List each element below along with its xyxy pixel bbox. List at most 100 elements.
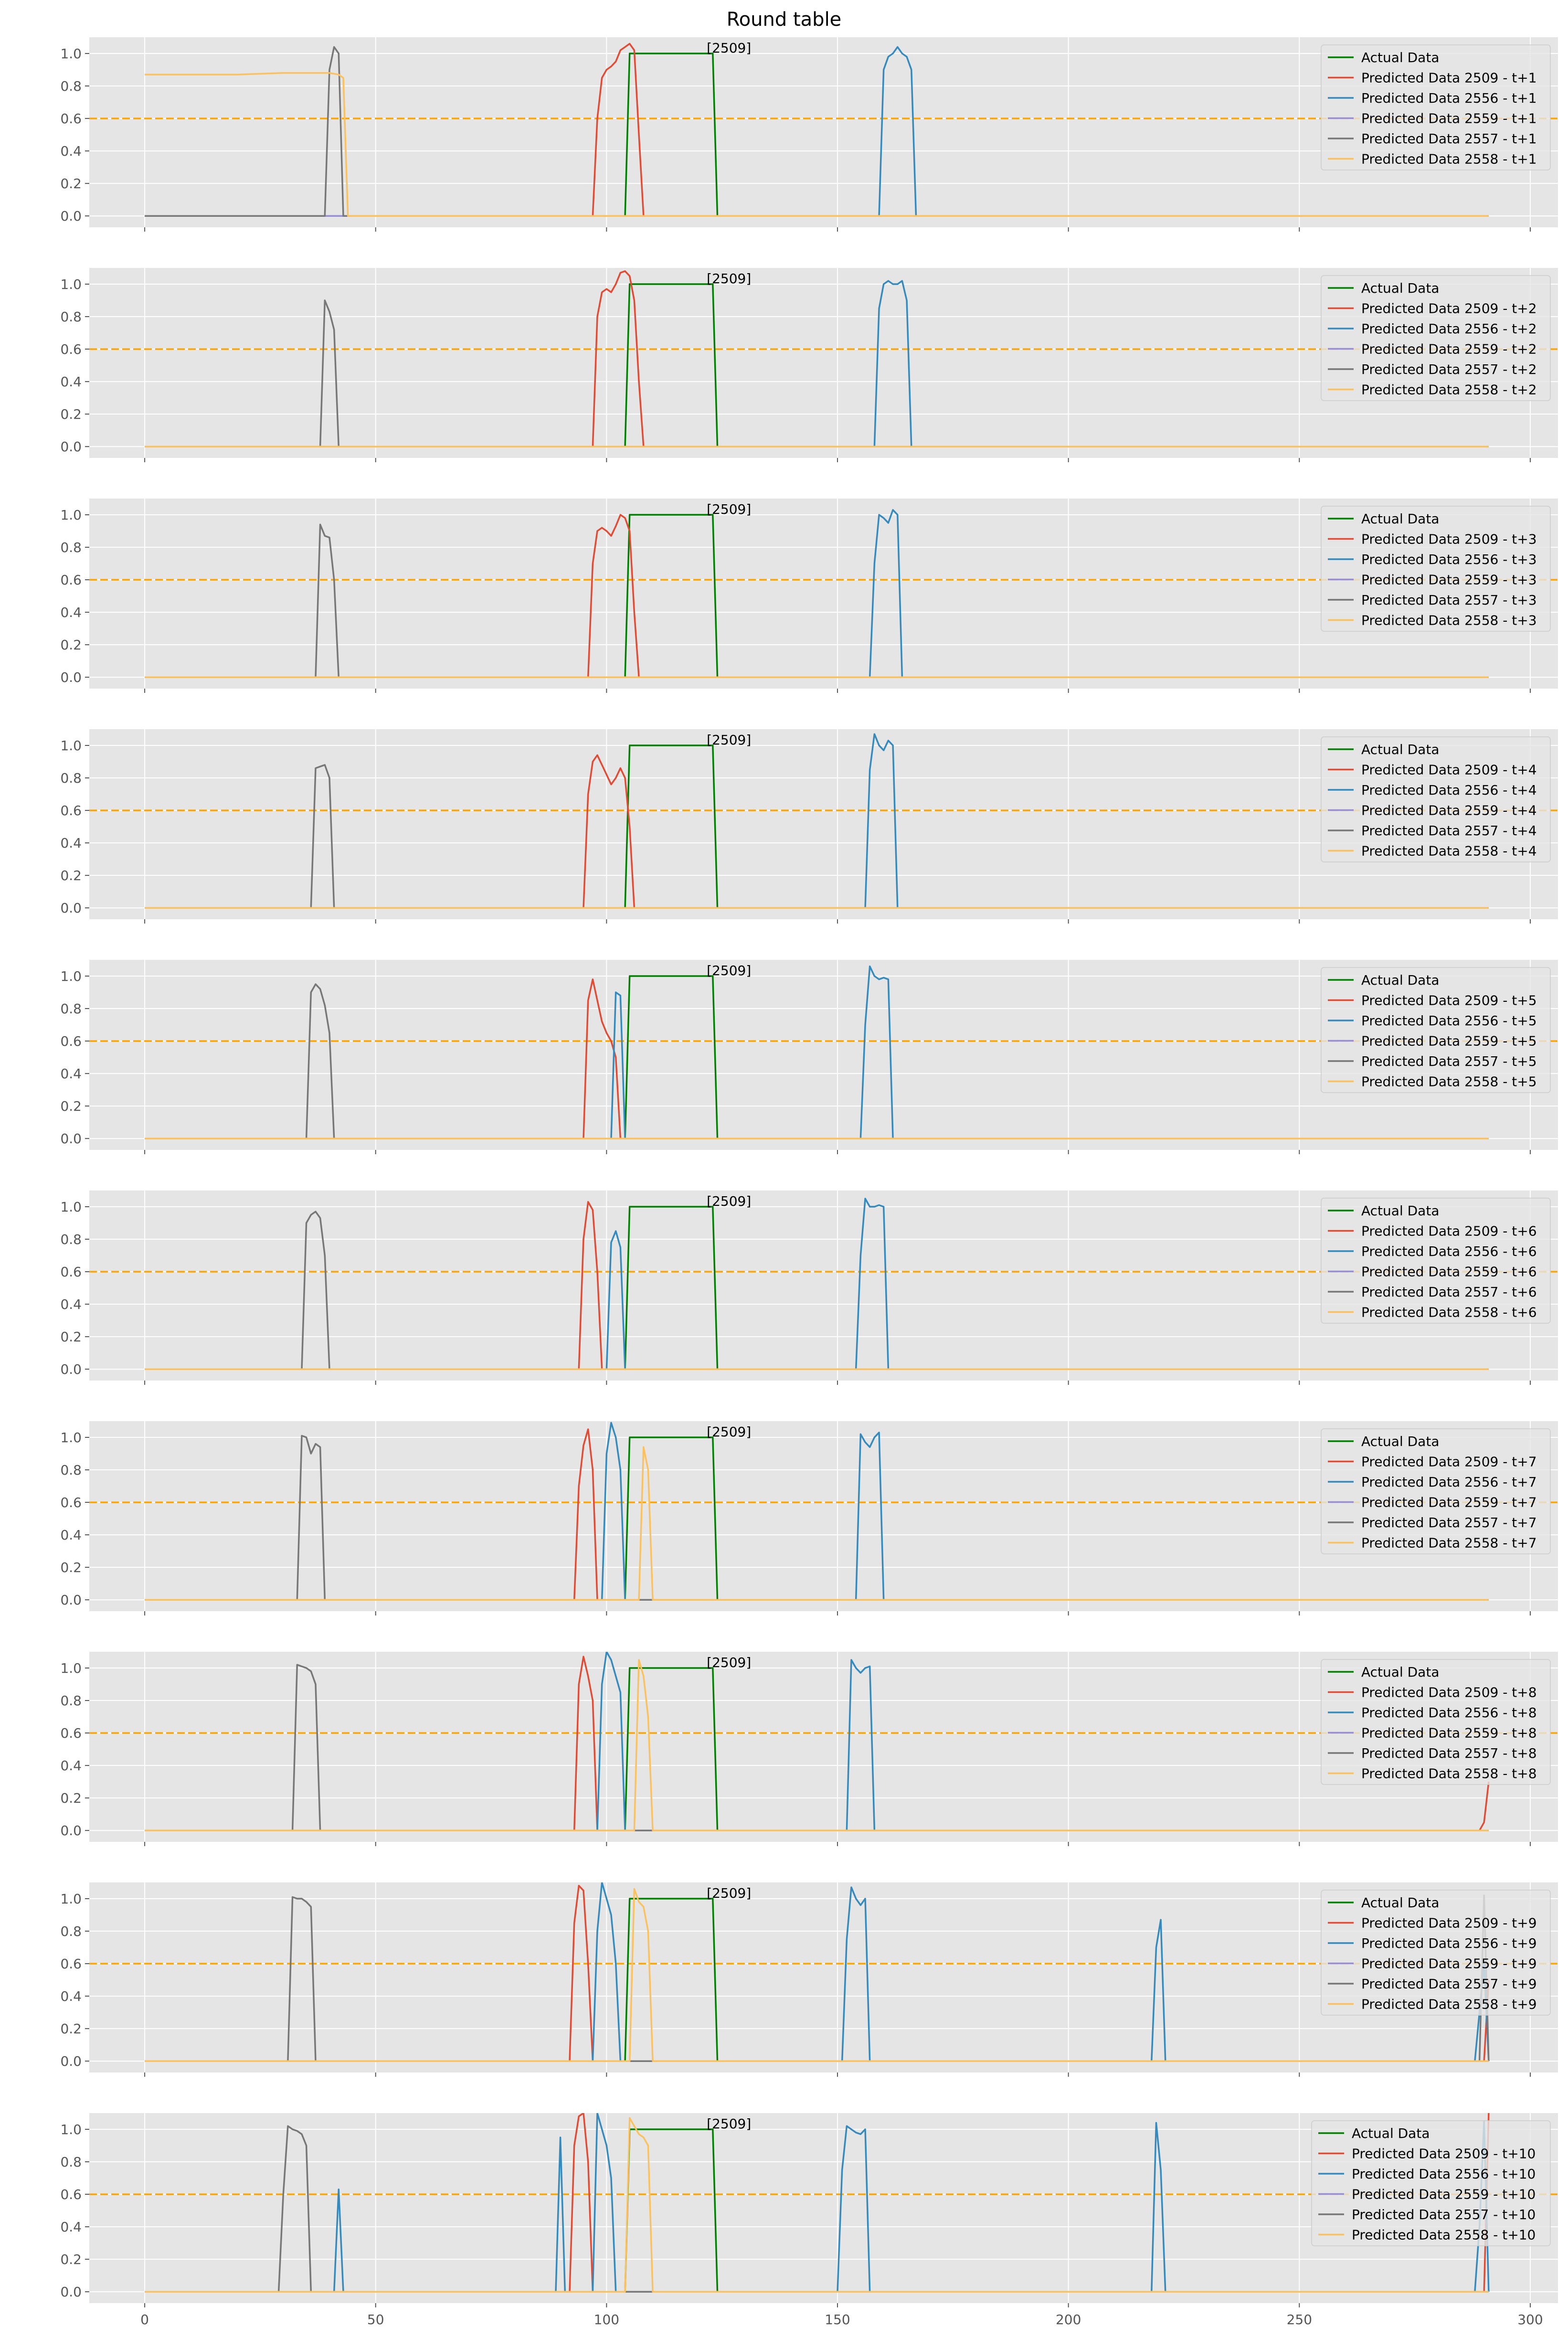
- legend: Actual Data Predicted Data 2509 - t+2 Pred…: [1321, 275, 1551, 401]
- series-line-s2509: [145, 1428, 1489, 1601]
- legend-label: Predicted Data 2559 - t+2: [1361, 341, 1537, 357]
- series-line-s2556: [145, 509, 1489, 678]
- legend: Actual Data Predicted Data 2509 - t+6 Pred…: [1321, 1198, 1551, 1324]
- legend-label: Actual Data: [1361, 972, 1439, 988]
- series-line-s2556: [145, 2113, 1490, 2293]
- subplot-panel: 0.0 0.2 0.4 0.6 0.8 1.0 [2509] Actual Data Predi…: [60, 1882, 1558, 2077]
- x-tick-label: 250: [1287, 2312, 1312, 2327]
- series-group: [89, 509, 1558, 678]
- series-line-s2509: [145, 978, 1489, 1139]
- legend-label: Actual Data: [1361, 1664, 1439, 1680]
- plot-area: [89, 960, 1558, 1150]
- annotation-label: [2509]: [707, 1424, 751, 1440]
- legend-box: [1321, 1198, 1551, 1324]
- y-tick-label: 0.2: [60, 176, 82, 191]
- annotation-label: [2509]: [707, 271, 751, 287]
- legend-label: Predicted Data 2556 - t+9: [1361, 1935, 1537, 1951]
- x-tick-label: 200: [1056, 2312, 1081, 2327]
- y-tick-label: 0.2: [60, 406, 82, 422]
- y-tick-label: 0.8: [60, 2154, 82, 2170]
- legend: Actual Data Predicted Data 2509 - t+8 Pred…: [1321, 1659, 1551, 1785]
- plot-area: [89, 37, 1558, 227]
- legend: Actual Data Predicted Data 2509 - t+1 Pred…: [1321, 44, 1551, 170]
- legend-box: [1321, 967, 1551, 1093]
- x-tick-label: 300: [1517, 2312, 1543, 2327]
- y-tick-label: 0.8: [60, 1462, 82, 1478]
- series-line-s2556: [145, 733, 1489, 909]
- y-tick-label: 1.0: [60, 2122, 82, 2137]
- legend-label: Actual Data: [1361, 1203, 1439, 1219]
- y-tick-label: 0.0: [60, 439, 82, 455]
- legend-label: Predicted Data 2557 - t+1: [1361, 131, 1537, 147]
- y-tick-label: 1.0: [60, 46, 82, 62]
- series-line-s2556: [145, 46, 1489, 217]
- y-tick-label: 0.6: [60, 1264, 82, 1280]
- legend-label: Actual Data: [1361, 742, 1439, 757]
- legend-label: Predicted Data 2559 - t+9: [1361, 1956, 1537, 1972]
- subplot-panels: 0.0 0.2 0.4 0.6 0.8 1.0 [2509] Actual Data Predi…: [60, 37, 1558, 2327]
- series-line-s2557: [145, 764, 1489, 909]
- series-line-s2509: [145, 43, 1489, 217]
- plot-area: [89, 1190, 1558, 1381]
- series-line-s2556: [145, 280, 1489, 447]
- legend: Actual Data Predicted Data 2509 - t+3 Pred…: [1321, 506, 1551, 632]
- series-group: [89, 1652, 1558, 1831]
- annotation-label: [2509]: [707, 1885, 751, 1901]
- legend-label: Predicted Data 2558 - t+2: [1361, 382, 1537, 398]
- y-tick-label: 0.4: [60, 374, 82, 390]
- legend: Actual Data Predicted Data 2509 - t+7 Pred…: [1321, 1428, 1551, 1554]
- legend-label: Predicted Data 2557 - t+8: [1361, 1745, 1537, 1761]
- y-tick-label: 0.0: [60, 1592, 82, 1608]
- legend-label: Predicted Data 2558 - t+8: [1361, 1766, 1537, 1782]
- legend-label: Actual Data: [1361, 511, 1439, 527]
- y-tick-label: 1.0: [60, 507, 82, 523]
- legend-label: Predicted Data 2509 - t+8: [1361, 1685, 1537, 1700]
- legend-label: Predicted Data 2559 - t+4: [1361, 803, 1537, 818]
- series-line-s2509: [145, 1201, 1489, 1370]
- y-tick-label: 0.4: [60, 2219, 82, 2235]
- y-tick-label: 1.0: [60, 1660, 82, 1676]
- legend-label: Predicted Data 2509 - t+5: [1361, 993, 1537, 1009]
- legend-label: Predicted Data 2557 - t+6: [1361, 1284, 1537, 1300]
- plot-area: [89, 1421, 1558, 1611]
- y-tick-label: 1.0: [60, 738, 82, 754]
- y-tick-label: 0.0: [60, 208, 82, 224]
- annotation-label: [2509]: [707, 963, 751, 978]
- legend-box: [1321, 506, 1551, 632]
- series-line-s2509: [145, 1656, 1490, 1831]
- x-tick-label: 50: [367, 2312, 384, 2327]
- legend-label: Predicted Data 2557 - t+9: [1361, 1976, 1537, 1992]
- y-tick-label: 0.0: [60, 2053, 82, 2069]
- legend-label: Predicted Data 2556 - t+8: [1361, 1705, 1537, 1721]
- legend-label: Predicted Data 2559 - t+3: [1361, 572, 1537, 588]
- legend-label: Predicted Data 2558 - t+10: [1352, 2227, 1536, 2243]
- legend-label: Predicted Data 2556 - t+1: [1361, 90, 1537, 106]
- series-line-s2557: [145, 983, 1489, 1139]
- y-tick-label: 0.4: [60, 1527, 82, 1543]
- y-tick-label: 0.6: [60, 1725, 82, 1741]
- legend-label: Predicted Data 2558 - t+5: [1361, 1074, 1537, 1090]
- y-tick-label: 0.6: [60, 572, 82, 588]
- legend-label: Predicted Data 2557 - t+5: [1361, 1053, 1537, 1069]
- subplot-panel: 0.0 0.2 0.4 0.6 0.8 1.0 [2509] Actual Data Predi…: [60, 499, 1558, 693]
- series-line-s2557: [145, 1211, 1489, 1370]
- y-tick-label: 0.2: [60, 868, 82, 883]
- legend-label: Predicted Data 2509 - t+1: [1361, 70, 1537, 86]
- series-line-s2557: [145, 1664, 1489, 1831]
- y-tick-label: 0.4: [60, 605, 82, 620]
- legend-label: Predicted Data 2556 - t+3: [1361, 552, 1537, 567]
- y-tick-label: 0.8: [60, 770, 82, 786]
- series-line-s2557: [145, 1434, 1489, 1601]
- y-tick-label: 0.8: [60, 540, 82, 555]
- legend-box: [1321, 1428, 1551, 1554]
- y-tick-label: 0.2: [60, 2252, 82, 2267]
- y-tick-label: 0.6: [60, 803, 82, 818]
- y-tick-label: 0.8: [60, 1001, 82, 1017]
- y-tick-label: 0.0: [60, 1131, 82, 1147]
- subplot-panel: 0.0 0.2 0.4 0.6 0.8 1.0 [2509] Actual Data Predi…: [60, 960, 1558, 1154]
- legend-label: Predicted Data 2558 - t+4: [1361, 843, 1537, 859]
- series-line-s2558: [145, 72, 1489, 217]
- annotation-label: [2509]: [707, 501, 751, 517]
- annotation-label: [2509]: [707, 1655, 751, 1670]
- legend-label: Actual Data: [1361, 50, 1439, 65]
